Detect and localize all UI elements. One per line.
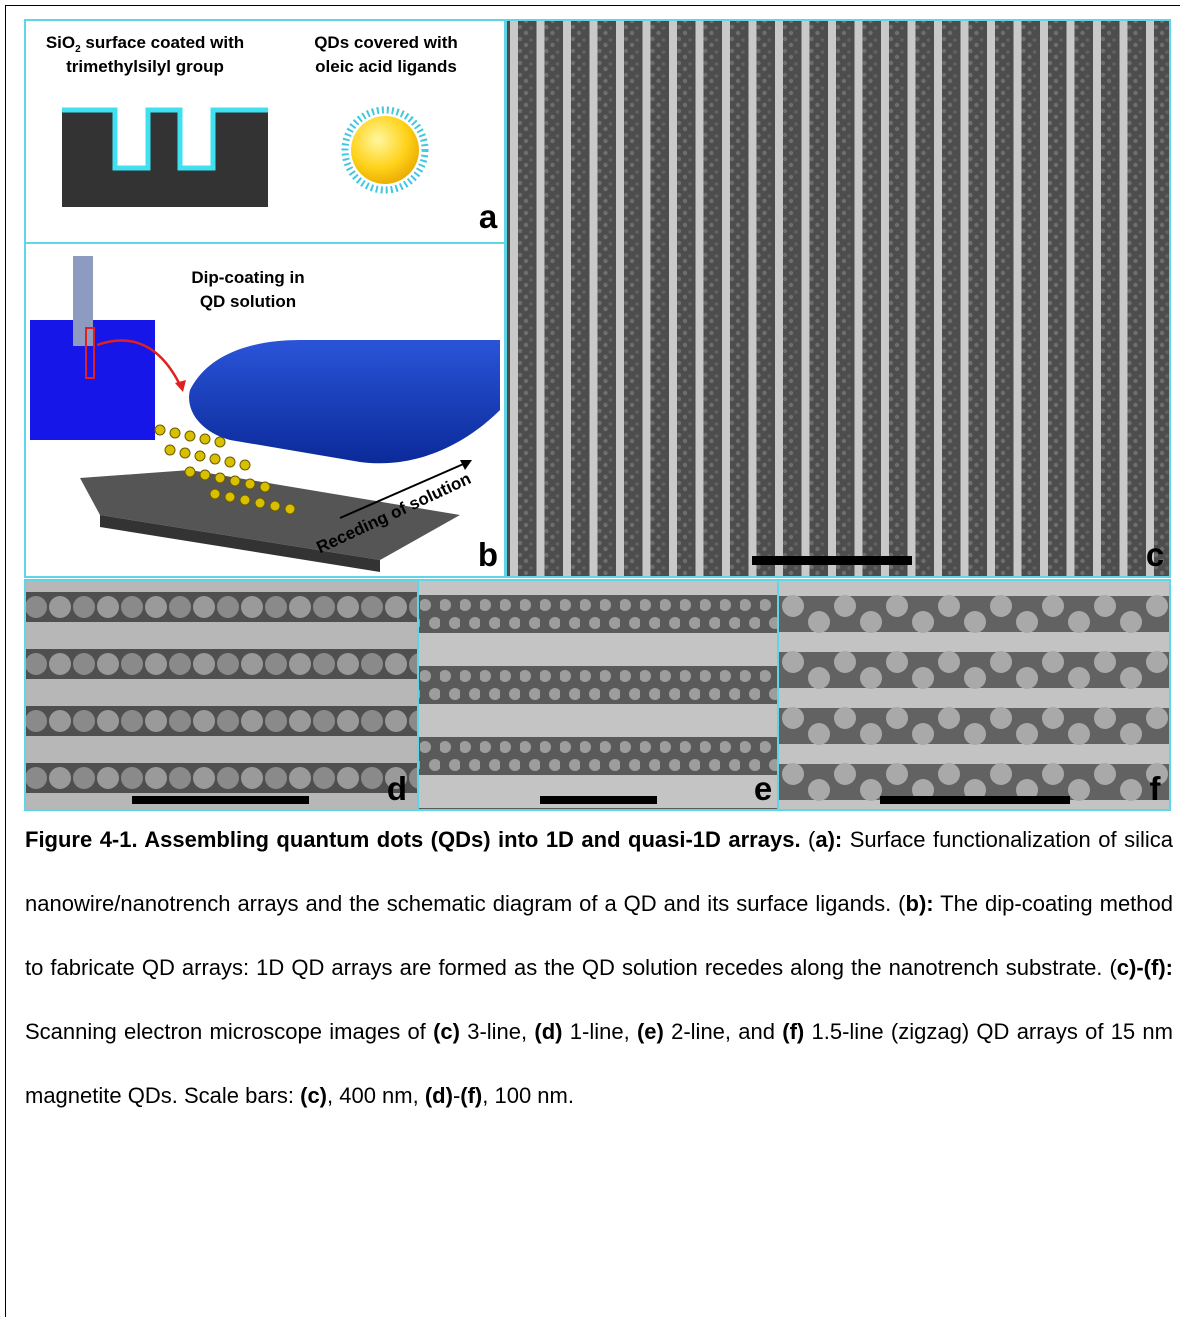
- caption-run: 3-line,: [460, 1019, 534, 1044]
- panel-b-text: QD solution: [200, 292, 296, 311]
- sem-image-c: [506, 20, 1170, 577]
- panel-label: a: [479, 198, 498, 235]
- caption-run: Figure 4-1. Assembling quantum dots (QDs…: [25, 827, 801, 852]
- caption-run: , 100 nm.: [482, 1083, 574, 1108]
- sem-image-d: [25, 580, 418, 810]
- caption-run: , 400 nm,: [327, 1083, 425, 1108]
- panel-label: f: [1150, 770, 1162, 807]
- scale-bar: [132, 796, 309, 804]
- figure: SiO2 surface coated with trimethylsilyl …: [0, 0, 1180, 812]
- caption-run: (c): [433, 1019, 460, 1044]
- caption-run: a):: [815, 827, 842, 852]
- panel-b-text: Dip-coating in: [191, 268, 304, 287]
- caption-run: (d): [534, 1019, 562, 1044]
- sem-image-e: [418, 580, 778, 810]
- trench-substrate: [62, 110, 268, 207]
- caption-run: (d): [425, 1083, 453, 1108]
- caption-run: 2-line, and: [664, 1019, 782, 1044]
- caption-run: (c): [300, 1083, 327, 1108]
- panel-label: d: [387, 770, 407, 807]
- panel-a-text: trimethylsilyl group: [66, 57, 224, 76]
- panel-a-text: oleic acid ligands: [315, 57, 457, 76]
- caption-run: 1-line,: [563, 1019, 637, 1044]
- caption-run: (: [801, 827, 816, 852]
- text-run: surface coated with: [81, 33, 244, 52]
- caption-run: (e): [637, 1019, 664, 1044]
- page: SiO2 surface coated with trimethylsilyl …: [0, 0, 1180, 1317]
- scale-bar: [540, 796, 657, 804]
- caption-run: c)-(f):: [1117, 955, 1173, 980]
- caption-run: b):: [906, 891, 934, 916]
- substrate-holder: [73, 256, 93, 346]
- sem-image-f: [778, 580, 1170, 810]
- panel-label: c: [1146, 536, 1164, 573]
- quantum-dot: [351, 116, 419, 184]
- caption-run: (f): [782, 1019, 804, 1044]
- panel-label: e: [754, 770, 772, 807]
- panel-label: b: [478, 536, 498, 573]
- scale-bar: [880, 796, 1070, 804]
- text-run: SiO: [46, 33, 75, 52]
- panel-a-text: QDs covered with: [314, 33, 458, 52]
- caption-run: (f): [460, 1083, 482, 1108]
- scale-bar: [752, 556, 912, 565]
- figure-caption: Figure 4-1. Assembling quantum dots (QDs…: [25, 808, 1173, 1128]
